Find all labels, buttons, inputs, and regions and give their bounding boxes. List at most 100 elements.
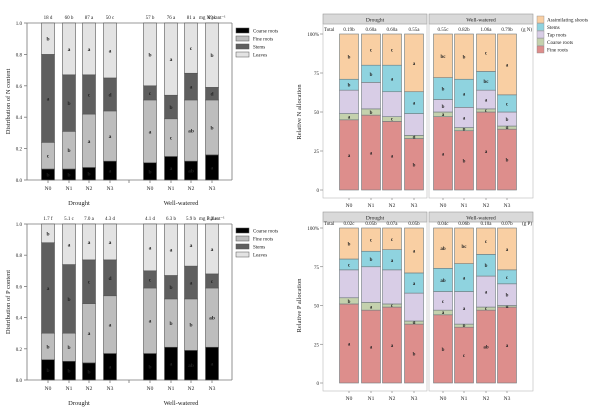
y-tick-label: 100%: [307, 227, 319, 232]
total-label: 81 a: [187, 16, 196, 21]
y-axis-label: Relative P allocation: [296, 278, 303, 333]
significance-letter: a: [391, 259, 394, 264]
significance-letter: c: [391, 118, 394, 123]
total-label: 0.05b: [365, 222, 377, 227]
significance-letter: a: [88, 331, 91, 337]
bar-segment-assimilating-shoots: [497, 227, 517, 271]
total-label: 0.55a: [409, 28, 421, 33]
significance-letter: bc: [484, 80, 490, 85]
significance-letter: b: [463, 56, 466, 61]
x-tick-label: N1: [168, 186, 175, 192]
bar-segment-leaves: [41, 223, 55, 244]
bar-segment-assimilating-shoots: [361, 227, 381, 252]
bar-segment-leaves: [62, 223, 76, 265]
significance-letter: b: [348, 300, 351, 305]
legend-swatch: [536, 45, 545, 54]
chart-n-content: 0.0 0.2 0.4 0.6 0.8 1.0 Distribution of N cont…: [5, 15, 278, 207]
significance-letter: a: [413, 249, 416, 254]
significance-letter: a: [463, 307, 466, 312]
legend-label: Fine roots: [253, 38, 273, 43]
significance-letter: a: [190, 85, 193, 91]
significance-letter: a: [211, 165, 214, 171]
total-label: 76 a: [167, 16, 176, 21]
bar-segment-assimilating-shoots: [497, 33, 517, 96]
significance-letter: b: [46, 344, 49, 350]
total-label: 69 c: [208, 16, 217, 21]
significance-letter: a: [370, 305, 373, 310]
bar-segment-assimilating-shoots: [404, 227, 424, 274]
bar-segment-leaves: [205, 22, 219, 88]
significance-letter: ab: [188, 129, 194, 135]
significance-letter: c: [485, 52, 488, 57]
significance-letter: c: [442, 300, 445, 305]
significance-letter: a: [485, 150, 488, 155]
x-tick-label: N3: [411, 396, 418, 402]
significance-letter: a: [391, 344, 394, 349]
significance-letter: b: [67, 101, 70, 107]
total-label: 57 b: [146, 16, 155, 21]
significance-letter: ab: [483, 346, 489, 351]
significance-letter: a: [170, 57, 173, 63]
chart-n-allocation: Droughtaabb0.19bN0abbc0.60aN1acac0.60aN2…: [296, 13, 588, 209]
significance-letter: bc: [462, 245, 468, 250]
legend-swatch: [536, 15, 545, 24]
x-tick-label: N0: [440, 396, 447, 402]
significance-letter: a: [109, 48, 112, 54]
x-tick-label: N0: [440, 203, 447, 209]
total-label: 1.06a: [481, 28, 493, 33]
total-label: 0.60a: [366, 28, 378, 33]
total-label: 5.1 c: [64, 217, 75, 222]
significance-letter: a: [370, 346, 373, 351]
significance-letter: a: [211, 247, 214, 253]
total-label: 0.19b: [343, 28, 355, 33]
significance-letter: b: [463, 159, 466, 164]
significance-letter: a: [109, 365, 112, 371]
bar-segment-tap-roots: [404, 113, 424, 136]
total-label: 4.3 d: [105, 217, 116, 222]
y-tick-label: 25: [314, 150, 320, 155]
total-label: 18 d: [44, 16, 53, 21]
total-label: 60 b: [65, 16, 74, 21]
significance-letter: a: [68, 242, 71, 248]
x-tick-label: N2: [483, 203, 490, 209]
facet-strip-label: Drought: [366, 18, 385, 24]
significance-letter: b: [348, 56, 351, 61]
significance-letter: d: [413, 135, 416, 140]
significance-letter: ab: [188, 169, 194, 175]
x-tick-label: N2: [188, 386, 195, 392]
legend-label: Coarse roots: [253, 30, 278, 35]
significance-letter: d: [108, 92, 111, 98]
significance-letter: a: [506, 248, 509, 253]
significance-letter: a: [109, 134, 112, 140]
significance-letter: c: [370, 49, 373, 54]
significance-letter: b: [442, 105, 445, 110]
bar-segment-leaves: [82, 22, 96, 76]
x-tick-label: N3: [411, 203, 418, 209]
x-tick-label: N1: [461, 396, 468, 402]
significance-letter: a: [506, 344, 509, 349]
significance-letter: d: [210, 92, 213, 98]
bar-segment-leaves: [103, 223, 117, 261]
significance-letter: c: [190, 46, 193, 52]
legend-swatch: [235, 251, 250, 258]
x-tick-label: N0: [147, 186, 154, 192]
significance-letter: b: [67, 345, 70, 351]
significance-letter: b: [67, 173, 70, 179]
significance-letter: c: [391, 238, 394, 243]
significance-letter: d: [413, 321, 416, 326]
significance-letter: b: [506, 118, 509, 123]
significance-letter: b: [370, 73, 373, 78]
legend-label: Stems: [253, 46, 265, 51]
legend-label: Coarse roots: [253, 230, 278, 235]
significance-letter: b: [210, 53, 213, 59]
significance-letter: b: [413, 353, 416, 358]
legend-swatch: [235, 27, 250, 34]
x-tick-label: N1: [66, 186, 73, 192]
significance-letter: b: [370, 258, 373, 263]
x-tick-label: N0: [346, 396, 353, 402]
significance-letter: b: [67, 369, 70, 375]
total-label: 87 a: [85, 16, 94, 21]
significance-letter: a: [88, 139, 91, 145]
bar-segment-leaves: [164, 223, 178, 276]
total-label: 0.55c: [438, 28, 450, 33]
